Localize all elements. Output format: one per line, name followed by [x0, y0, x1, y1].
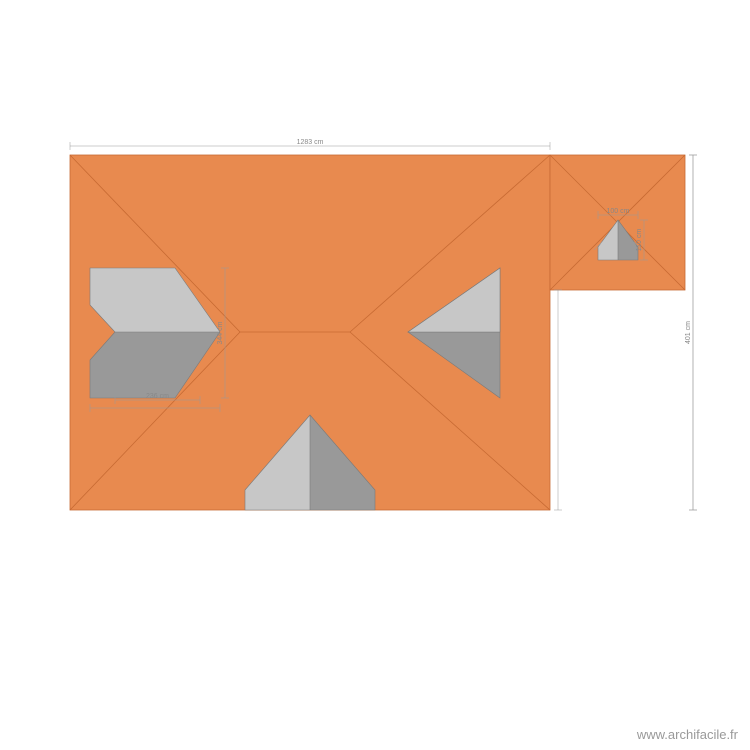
svg-text:1283 cm: 1283 cm	[297, 139, 324, 146]
svg-text:236 cm: 236 cm	[146, 393, 169, 400]
svg-text:401 cm: 401 cm	[685, 321, 692, 344]
svg-text:344 cm: 344 cm	[217, 321, 224, 344]
svg-text:100 cm: 100 cm	[607, 208, 630, 215]
roof-plan-drawing: 1283 cm401 cm236 cm344 cm100 cm110 cm	[0, 0, 750, 750]
watermark-text: www.archifacile.fr	[637, 727, 738, 742]
